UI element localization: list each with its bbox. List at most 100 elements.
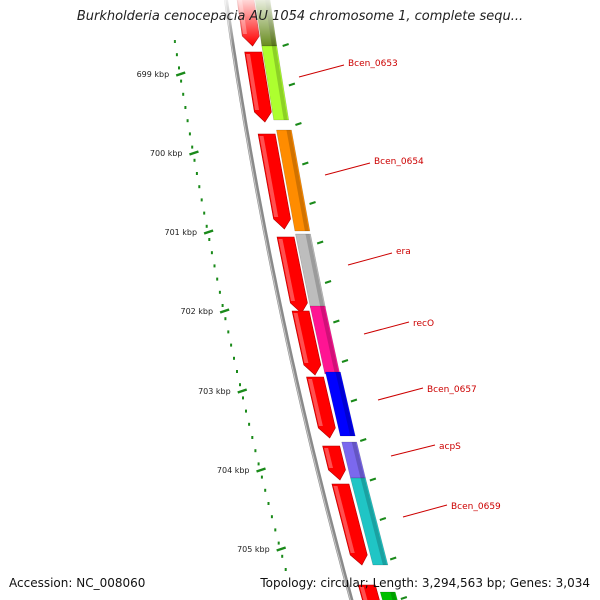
ruler-dot [281, 554, 284, 558]
ruler-dot [193, 158, 196, 162]
outer-tick [379, 517, 387, 521]
ruler-tick-label: 702 kbp [180, 307, 213, 316]
ruler-dot [245, 409, 247, 413]
ruler-dot [251, 436, 254, 439]
ruler-dot [239, 383, 241, 387]
accession-text: Accession: NC_008060 [9, 576, 146, 590]
ruler-tick-label: 700 kbp [150, 149, 183, 158]
gene-label[interactable]: era [396, 247, 411, 257]
cds-arrow-shine [246, 54, 260, 110]
ruler-major-tick [256, 467, 266, 473]
ruler-dot [216, 277, 219, 281]
gene-feature[interactable] [325, 371, 356, 437]
ruler-dot [284, 568, 287, 571]
ruler-tick-label: 703 kbp [198, 387, 231, 396]
gene-feature[interactable] [261, 45, 290, 121]
gene-leader-line [402, 504, 448, 518]
backbone-highlight [224, 0, 351, 600]
ruler-dot [182, 92, 185, 96]
ruler-dot [274, 528, 277, 532]
ruler-dot [233, 356, 235, 360]
cds-arrow-shine [259, 136, 279, 217]
ruler-dot [180, 79, 183, 83]
gene-feature-shade [305, 234, 325, 308]
gene-leader-line [298, 64, 345, 78]
outer-tick [359, 438, 367, 442]
outer-tick [295, 122, 302, 126]
ruler-dot [236, 370, 238, 373]
ruler-dot [257, 462, 260, 466]
outer-tick [369, 477, 377, 482]
ruler-dot [203, 211, 206, 215]
ruler-dot [242, 396, 244, 400]
ruler-dot [218, 290, 221, 294]
outer-tick [316, 240, 324, 245]
ruler-dot [178, 66, 180, 70]
topology-summary: Topology: circular; Length: 3,294,563 bp… [260, 576, 590, 590]
gene-feature[interactable] [350, 477, 389, 566]
ruler-dot [191, 145, 194, 149]
ruler-tick-label: 701 kbp [164, 228, 197, 237]
ruler-dot [188, 132, 191, 136]
gene-label[interactable]: acpS [439, 442, 461, 452]
cds-arrow-shine [324, 448, 334, 468]
ruler-dot [267, 502, 270, 505]
gene-feature-shade [320, 306, 339, 374]
ruler-dot [227, 330, 230, 334]
gene-label[interactable]: Bcen_0653 [348, 59, 398, 69]
cds-arrow-shine [307, 379, 323, 426]
ruler-dot [254, 449, 257, 453]
gene-leader-line [377, 387, 424, 401]
ruler-dot [186, 119, 189, 123]
ruler-dot [221, 304, 224, 307]
outer-tick [309, 201, 316, 205]
outer-tick [324, 280, 332, 284]
outer-tick [302, 161, 309, 166]
cds-arrow-shine [359, 587, 368, 600]
ruler-dot [198, 185, 201, 189]
outer-tick [333, 319, 340, 324]
ruler-dot [213, 264, 216, 268]
cds-arrow-shine [333, 486, 355, 553]
gene-leader-line [347, 252, 393, 266]
gene-feature[interactable] [379, 591, 403, 600]
ruler-dot [208, 238, 211, 241]
gene-feature-shade [390, 592, 397, 600]
outer-tick [288, 82, 296, 87]
gene-feature-shade [335, 372, 355, 436]
ruler-dot [230, 343, 233, 347]
gene-label[interactable]: Bcen_0659 [451, 502, 501, 512]
ruler-dot [195, 172, 198, 175]
ruler-dot [210, 251, 213, 255]
gene-label[interactable]: Bcen_0654 [374, 157, 424, 167]
ruler-tick-label: 705 kbp [237, 545, 270, 554]
gene-label[interactable]: recO [413, 319, 434, 329]
outer-tick [341, 359, 349, 363]
ruler-dot [264, 488, 267, 492]
ruler-major-tick [175, 71, 186, 77]
ruler-dot [277, 541, 280, 545]
map-title: Burkholderia cenocepacia AU 1054 chromos… [76, 9, 524, 24]
outer-tick [389, 556, 397, 561]
gene-feature-shade [286, 130, 309, 231]
ruler-dot [270, 515, 273, 519]
outer-tick [350, 398, 358, 403]
gene-leader-line [390, 444, 436, 457]
gene-leader-line [324, 162, 371, 176]
top-fade [0, 0, 600, 45]
outer-tick [400, 596, 408, 600]
gene-feature[interactable] [276, 129, 311, 232]
ruler-dot [248, 422, 251, 426]
ruler-major-tick [276, 546, 287, 552]
backbone-line [223, 0, 354, 600]
ruler-dot [175, 53, 178, 57]
ruler-dot [184, 106, 187, 109]
ruler-major-tick [189, 150, 199, 156]
ruler-dot [224, 317, 227, 321]
ruler-dot [205, 224, 208, 228]
gene-label[interactable]: Bcen_0657 [427, 385, 477, 395]
ruler-major-tick [203, 229, 214, 235]
gene-feature-shade [360, 478, 387, 565]
cds-arrow-shine [278, 239, 296, 301]
